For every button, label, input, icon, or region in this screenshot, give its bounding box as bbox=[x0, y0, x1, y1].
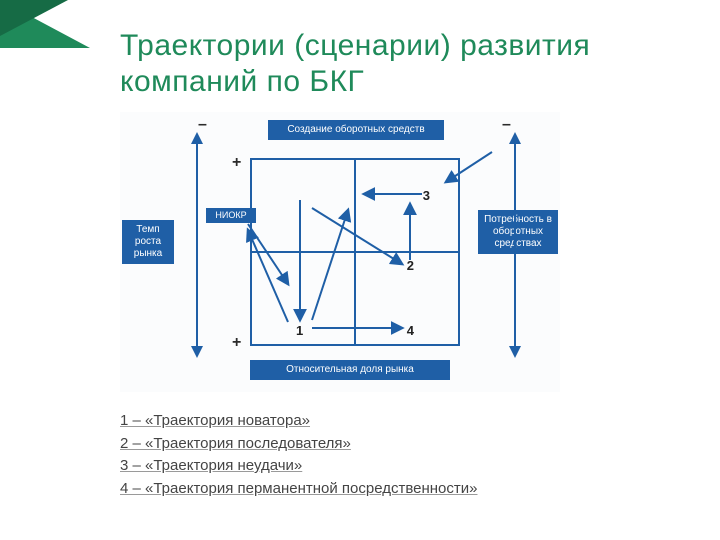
axis-label-left: Темп роста рынка bbox=[122, 220, 174, 264]
top-external-arrow bbox=[440, 146, 500, 191]
legend: 1 – «Траектория новатора» 2 – «Траектори… bbox=[120, 410, 656, 500]
axis-label-top: Создание оборотных средств bbox=[268, 120, 444, 140]
bcg-diagram: Темп роста рынка Потребность в оборотных… bbox=[120, 112, 560, 392]
legend-item: 2 – «Траектория последователя» bbox=[120, 433, 656, 456]
axis-arrow-left bbox=[190, 132, 204, 363]
axis-label-bottom: Относительная доля рынка bbox=[250, 360, 450, 380]
axis-arrow-right bbox=[508, 132, 522, 363]
legend-item: 3 – «Траектория неудачи» bbox=[120, 455, 656, 478]
slide: Траектории (сценарии) развития компаний … bbox=[0, 0, 720, 540]
legend-item: 4 – «Траектория перманентной посредствен… bbox=[120, 478, 656, 501]
niokr-arrows bbox=[210, 212, 300, 357]
legend-item: 1 – «Траектория новатора» bbox=[120, 410, 656, 433]
plus-sign: + bbox=[232, 154, 241, 172]
page-title: Траектории (сценарии) развития компаний … bbox=[120, 28, 656, 100]
